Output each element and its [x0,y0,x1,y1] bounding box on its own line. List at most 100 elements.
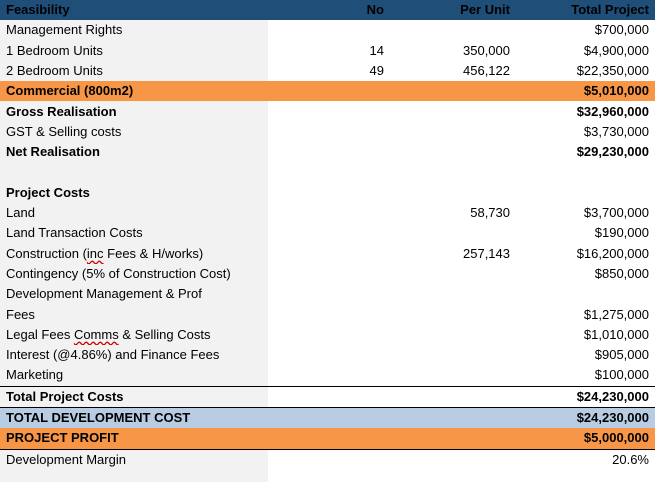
row-per-unit[interactable]: 257,143 [463,245,510,261]
row-per-unit[interactable] [414,365,542,386]
row-per-unit[interactable] [414,345,542,365]
row-label[interactable]: Land Transaction Costs [6,225,143,241]
row-per-unit[interactable] [414,142,542,162]
row-total[interactable]: $190,000 [594,225,649,241]
row-total[interactable]: $1,010,000 [583,326,649,342]
row-label[interactable]: Gross Realisation [6,103,117,119]
row-per-unit[interactable] [414,406,542,429]
row-total[interactable]: $1,275,000 [583,306,649,322]
row-no[interactable] [268,142,414,162]
row-no[interactable] [268,284,414,304]
table-row: Legal Fees Comms & Selling Costs $1,010,… [0,325,655,345]
row-no[interactable] [268,183,414,203]
header-cell-per-unit[interactable]: Per Unit [414,0,542,21]
net-realisation-row: Net Realisation $29,230,000 [0,142,655,162]
row-per-unit[interactable]: 456,122 [463,63,510,79]
row-total[interactable]: $4,900,000 [583,42,649,58]
row-label[interactable]: TOTAL DEVELOPMENT COST [0,406,268,429]
row-total[interactable]: $29,230,000 [576,144,649,160]
row-per-unit[interactable]: 350,000 [463,42,510,58]
row-no[interactable] [268,244,414,264]
row-label[interactable]: Net Realisation [6,144,100,160]
row-per-unit[interactable] [414,122,542,142]
row-per-unit[interactable] [414,223,542,243]
row-no[interactable] [268,304,414,324]
row-per-unit[interactable]: 58,730 [470,205,510,221]
row-no[interactable] [268,428,414,450]
row-label[interactable]: Management Rights [6,22,123,38]
row-per-unit[interactable] [414,162,542,182]
row-label[interactable] [0,162,268,182]
row-total[interactable]: $24,230,000 [542,406,655,429]
row-no[interactable] [268,122,414,142]
row-label[interactable]: Marketing [6,367,64,383]
row-no[interactable] [268,20,414,40]
row-total[interactable]: $700,000 [594,22,649,38]
row-total[interactable]: $5,000,000 [542,428,655,450]
row-total[interactable]: $850,000 [594,266,649,281]
table-row: GST & Selling costs $3,730,000 [0,122,655,142]
row-no[interactable] [268,101,414,121]
row-per-unit[interactable] [414,325,542,345]
row-label[interactable]: Land [6,205,35,221]
header-cell-no[interactable]: No [268,0,414,21]
row-per-unit[interactable] [414,284,542,304]
row-no[interactable] [268,223,414,243]
row-label[interactable]: Interest (@4.86%) and Finance Fees [6,347,220,363]
row-total[interactable] [542,162,655,182]
row-per-unit[interactable] [414,101,542,121]
row-label[interactable]: Fees [6,306,35,322]
row-per-unit[interactable] [414,81,542,102]
row-total[interactable]: $3,730,000 [583,123,649,139]
label-part: Construction ( [6,245,87,261]
row-total[interactable]: 20.6% [542,448,655,470]
row-no[interactable]: 49 [369,63,384,79]
row-total[interactable]: $5,010,000 [542,81,655,102]
row-per-unit[interactable] [414,20,542,40]
row-no[interactable] [268,448,414,470]
row-label[interactable]: PROJECT PROFIT [0,428,268,450]
row-label[interactable]: Total Project Costs [0,385,268,408]
row-per-unit[interactable] [414,385,542,408]
row-label[interactable]: Development Margin [0,448,268,470]
row-label[interactable]: Contingency (5% of Construction Cost) [6,266,231,281]
row-total[interactable] [542,183,655,203]
row-total[interactable]: $22,350,000 [576,63,649,79]
row-per-unit[interactable] [414,448,542,470]
row-no[interactable] [268,365,414,386]
row-per-unit[interactable] [414,304,542,324]
spellcheck-word: inc [86,245,104,261]
row-per-unit[interactable] [414,183,542,203]
row-no[interactable] [268,81,414,102]
table-row: Contingency (5% of Construction Cost) $8… [0,264,655,284]
row-total[interactable]: $3,700,000 [583,205,649,221]
row-no[interactable] [268,406,414,429]
row-label[interactable]: Project Costs [6,184,90,200]
project-profit-row: PROJECT PROFIT $5,000,000 [0,428,655,450]
row-total[interactable]: $100,000 [594,367,649,383]
row-no[interactable] [268,345,414,365]
header-cell-label[interactable]: Feasibility [0,0,268,21]
row-per-unit[interactable] [414,264,542,284]
row-no[interactable] [268,162,414,182]
row-label[interactable]: 2 Bedroom Units [6,63,103,79]
row-total[interactable]: $32,960,000 [576,103,649,119]
row-no[interactable] [268,203,414,223]
row-no[interactable] [268,385,414,408]
row-no[interactable]: 14 [369,42,384,58]
row-no[interactable] [268,264,414,284]
header-row: Feasibility No Per Unit Total Project [0,0,655,21]
row-label[interactable]: 1 Bedroom Units [6,42,103,58]
row-per-unit[interactable] [414,428,542,450]
row-label[interactable]: GST & Selling costs [6,123,122,139]
row-total[interactable] [542,284,655,304]
row-total[interactable]: $16,200,000 [576,245,649,261]
row-no[interactable] [268,325,414,345]
header-cell-total[interactable]: Total Project [542,0,655,21]
row-label[interactable]: Construction (inc Fees & H/works) [0,244,268,264]
row-label[interactable]: Commercial (800m2) [0,81,268,102]
row-label[interactable]: Legal Fees Comms & Selling Costs [0,325,268,345]
row-label[interactable]: Development Management & Prof [6,286,202,302]
row-total[interactable]: $24,230,000 [542,385,655,408]
row-total[interactable]: $905,000 [594,347,649,363]
